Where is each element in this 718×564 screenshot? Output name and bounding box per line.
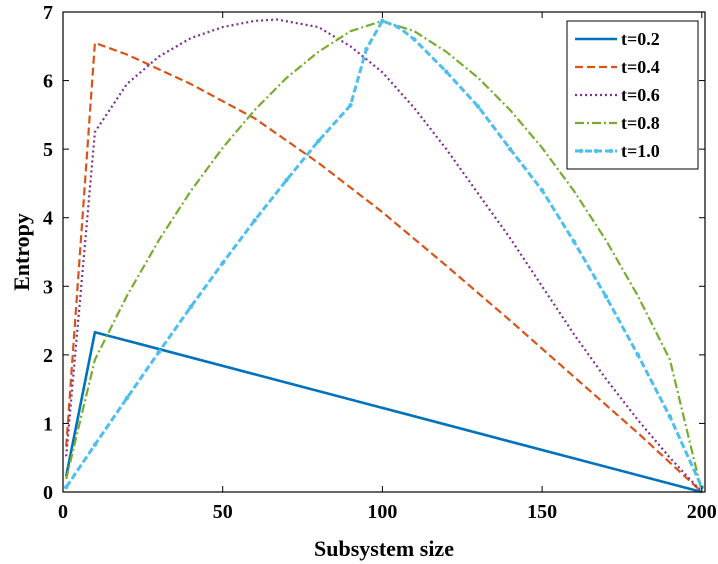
series-layer	[63, 18, 705, 494]
series-marker	[667, 414, 673, 419]
series-marker	[380, 18, 385, 24]
series-marker	[316, 138, 321, 144]
y-tick-label: 2	[43, 345, 53, 367]
x-tick-label: 0	[58, 501, 68, 523]
x-tick-label: 200	[687, 501, 717, 523]
series-marker	[348, 103, 353, 108]
y-tick-label: 6	[43, 71, 53, 93]
series-line-t-0-2	[64, 330, 703, 494]
series-marker	[635, 352, 641, 358]
y-axis-label: Entropy	[9, 213, 34, 291]
y-tick-label: 4	[43, 208, 53, 230]
series-marker	[92, 442, 98, 447]
series-marker	[507, 146, 513, 152]
series-marker	[124, 395, 130, 401]
y-tick-label: 1	[43, 413, 53, 435]
legend-label: t=0.6	[621, 85, 660, 105]
x-axis-label: Subsystem size	[314, 536, 454, 561]
y-tick-label: 5	[43, 139, 53, 161]
y-tick-label: 3	[43, 276, 53, 298]
y-tick-label: 7	[43, 2, 53, 24]
series-marker	[156, 349, 162, 355]
series-line-t-1-0	[64, 19, 704, 489]
x-tick-label: 50	[213, 501, 233, 523]
series-marker	[63, 485, 69, 490]
series-marker	[252, 218, 257, 223]
series-marker	[396, 24, 401, 30]
series-marker	[476, 104, 481, 109]
series-marker	[539, 188, 545, 193]
legend-label: t=1.0	[621, 141, 660, 161]
series-marker	[284, 177, 289, 183]
series-marker	[412, 37, 417, 42]
legend-box	[566, 20, 699, 170]
legend-marker	[608, 148, 614, 154]
x-tick-label: 150	[527, 501, 557, 523]
series-marker	[571, 239, 577, 244]
series-marker	[603, 294, 609, 299]
series-marker	[444, 69, 449, 74]
series-marker	[188, 304, 193, 310]
legend-label: t=0.4	[621, 57, 660, 77]
y-tick-label: 0	[43, 482, 53, 504]
plot-frame	[62, 11, 706, 493]
legend-label: t=0.2	[621, 29, 660, 49]
series-line-t-0-4	[65, 41, 703, 493]
x-tick-label: 100	[367, 501, 397, 523]
legend-marker	[593, 148, 599, 154]
series-marker	[364, 46, 369, 52]
series-marker	[220, 260, 225, 266]
series-line-t-0-6	[65, 18, 703, 493]
legend-marker	[578, 148, 584, 154]
ticks-layer: 0 50 100 150 200 0 1 2 3 4 5 6 7	[43, 2, 717, 523]
legend: t=0.2 t=0.4 t=0.6 t=0.8 t=1.0	[566, 20, 699, 170]
legend-label: t=0.8	[621, 113, 660, 133]
